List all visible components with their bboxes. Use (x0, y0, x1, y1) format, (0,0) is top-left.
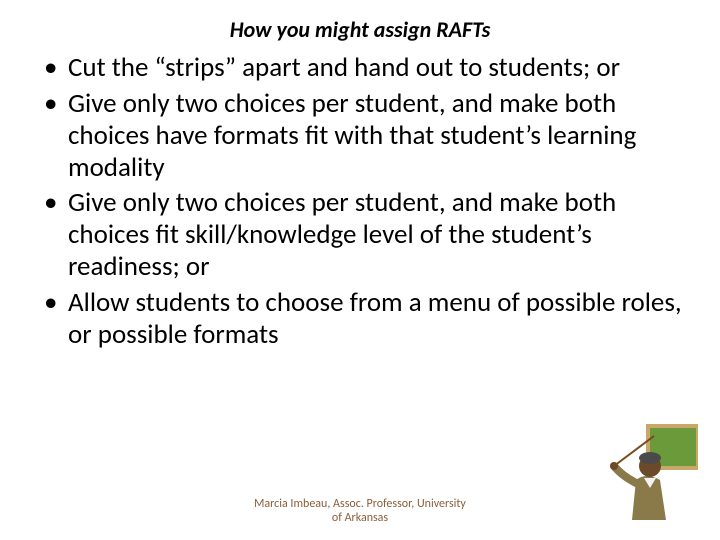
list-item: Give only two choices per student, and m… (38, 187, 682, 283)
bullet-list: Cut the “strips” apart and hand out to s… (38, 52, 682, 351)
slide-body: Cut the “strips” apart and hand out to s… (38, 52, 682, 355)
footer-line1: Marcia Imbeau, Assoc. Professor, Univers… (254, 497, 466, 511)
slide-footer: Marcia Imbeau, Assoc. Professor, Univers… (0, 498, 720, 526)
list-item: Allow students to choose from a menu of … (38, 287, 682, 351)
slide-title: How you might assign RAFTs (0, 16, 720, 43)
list-item: Cut the “strips” apart and hand out to s… (38, 52, 682, 84)
list-item: Give only two choices per student, and m… (38, 88, 682, 184)
footer-line2: of Arkansas (332, 511, 388, 525)
slide: How you might assign RAFTs Cut the “stri… (0, 0, 720, 540)
